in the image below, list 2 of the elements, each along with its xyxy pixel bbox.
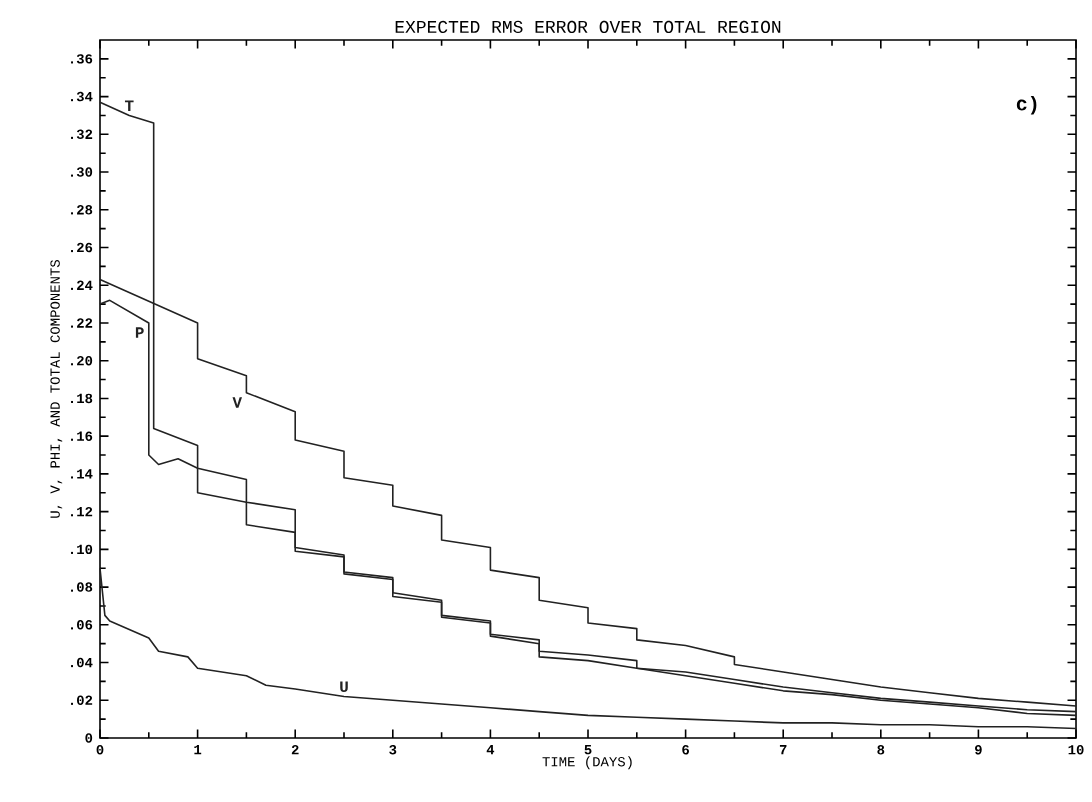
annotation: c) xyxy=(1016,95,1037,115)
chart-title: EXPECTED RMS ERROR OVER TOTAL REGION xyxy=(395,20,781,34)
